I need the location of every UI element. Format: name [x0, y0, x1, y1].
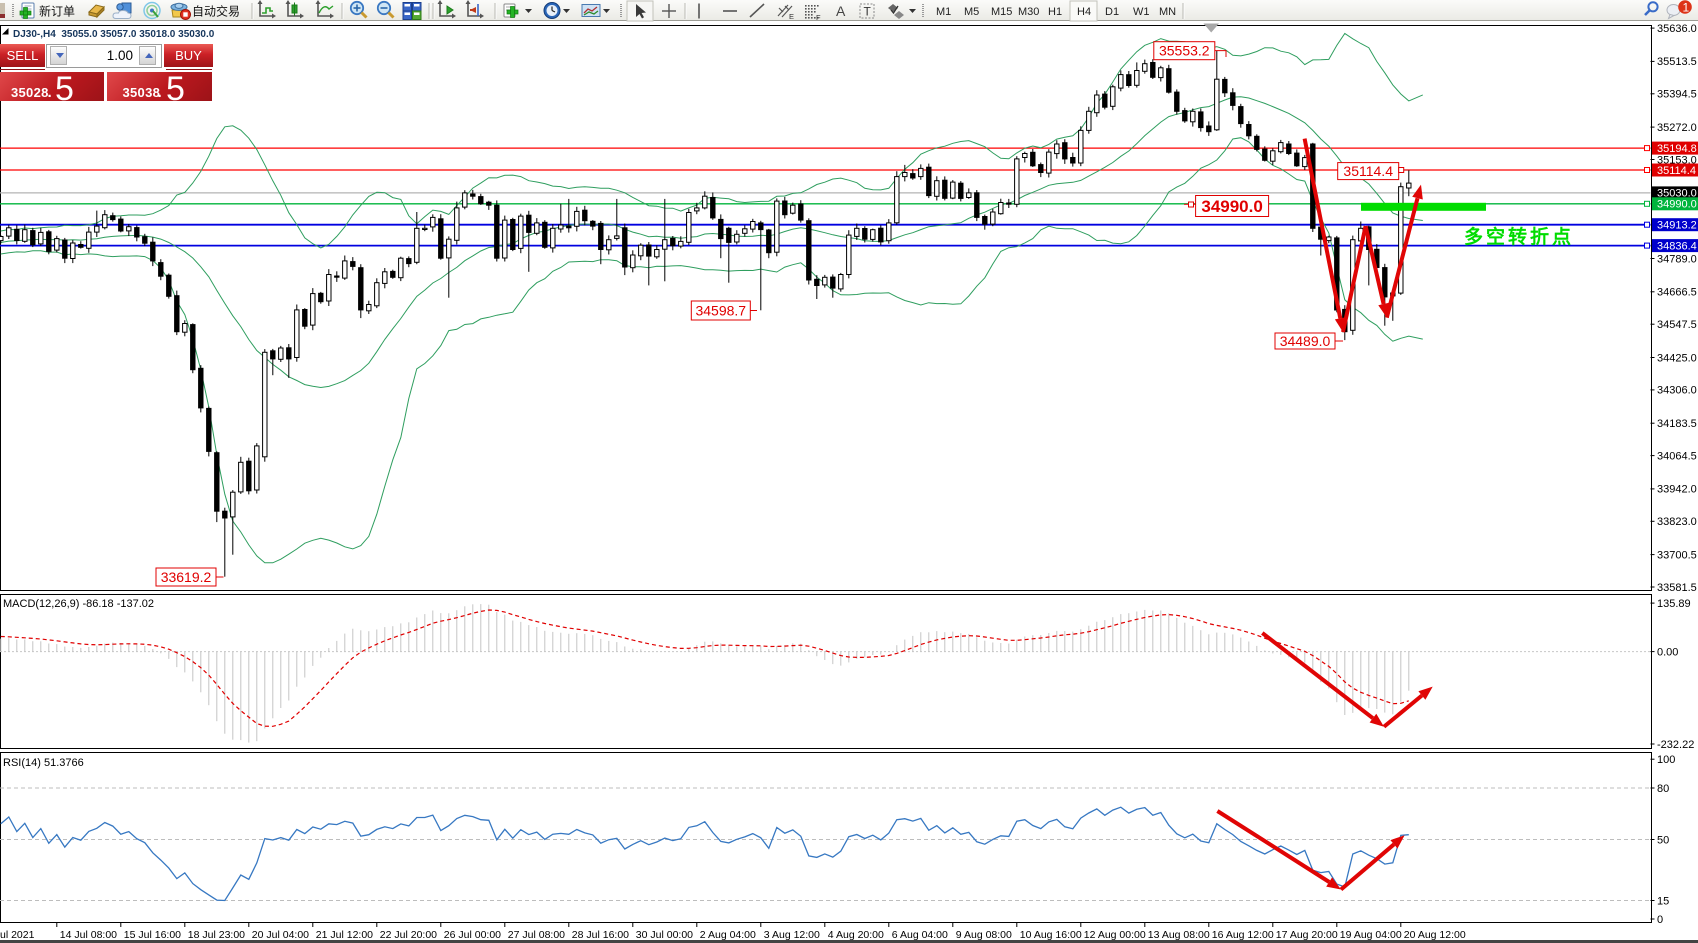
svg-text:RSI(14) 51.3766: RSI(14) 51.3766	[3, 757, 84, 769]
svg-text:12 Aug 00:00: 12 Aug 00:00	[1084, 929, 1146, 941]
svg-text:22 Jul 20:00: 22 Jul 20:00	[380, 929, 437, 941]
svg-text:W1: W1	[1133, 6, 1150, 18]
svg-text:135.89: 135.89	[1657, 598, 1691, 610]
svg-text:M30: M30	[1018, 6, 1039, 18]
svg-text:34990.0: 34990.0	[1657, 199, 1697, 211]
svg-text:1: 1	[1683, 1, 1690, 15]
svg-text:17 Aug 20:00: 17 Aug 20:00	[1276, 929, 1338, 941]
svg-text:6 Aug 04:00: 6 Aug 04:00	[892, 929, 948, 941]
svg-text:33581.5: 33581.5	[1657, 582, 1697, 594]
svg-text:E: E	[789, 12, 794, 21]
svg-text:H1: H1	[1048, 6, 1062, 18]
svg-text:M5: M5	[964, 6, 979, 18]
svg-text:34990.0: 34990.0	[1201, 197, 1262, 216]
svg-text:50: 50	[1657, 834, 1669, 846]
svg-text:35272.0: 35272.0	[1657, 122, 1697, 134]
svg-text:35513.5: 35513.5	[1657, 56, 1697, 68]
svg-text:新订单: 新订单	[39, 4, 75, 19]
svg-text:20 Aug 12:00: 20 Aug 12:00	[1404, 929, 1466, 941]
svg-text:H4: H4	[1077, 6, 1091, 18]
svg-text:10 Aug 16:00: 10 Aug 16:00	[1020, 929, 1082, 941]
svg-text:15 Jul 16:00: 15 Jul 16:00	[124, 929, 181, 941]
svg-text:2 Aug 04:00: 2 Aug 04:00	[700, 929, 756, 941]
svg-text:MN: MN	[1159, 6, 1176, 18]
svg-text:3 Jul 2021: 3 Jul 2021	[0, 929, 35, 941]
svg-text:34183.5: 34183.5	[1657, 418, 1697, 430]
svg-text:34425.0: 34425.0	[1657, 352, 1697, 364]
svg-text:D1: D1	[1105, 6, 1119, 18]
svg-text:-232.22: -232.22	[1657, 739, 1694, 751]
svg-text:M1: M1	[936, 6, 951, 18]
svg-text:16 Aug 12:00: 16 Aug 12:00	[1212, 929, 1274, 941]
svg-text:34836.4: 34836.4	[1657, 240, 1697, 252]
svg-text:14 Jul 08:00: 14 Jul 08:00	[60, 929, 117, 941]
svg-text:34489.0: 34489.0	[1280, 333, 1331, 349]
svg-text:F: F	[816, 13, 821, 22]
svg-text:M15: M15	[991, 6, 1012, 18]
svg-text:15: 15	[1657, 895, 1669, 907]
svg-text:21 Jul 12:00: 21 Jul 12:00	[316, 929, 373, 941]
svg-text:27 Jul 08:00: 27 Jul 08:00	[508, 929, 565, 941]
svg-text:MACD(12,26,9) -86.18 -137.02: MACD(12,26,9) -86.18 -137.02	[3, 598, 154, 610]
svg-text:35636.0: 35636.0	[1657, 23, 1697, 35]
svg-text:34547.5: 34547.5	[1657, 319, 1697, 331]
svg-text:26 Jul 00:00: 26 Jul 00:00	[444, 929, 501, 941]
svg-text:A: A	[836, 3, 846, 19]
svg-text:多空转折点: 多空转折点	[1464, 225, 1574, 248]
svg-text:T: T	[864, 5, 872, 19]
svg-text:35394.5: 35394.5	[1657, 89, 1697, 101]
svg-text:35553.2: 35553.2	[1159, 43, 1210, 59]
svg-text:34913.2: 34913.2	[1657, 220, 1697, 232]
svg-text:0: 0	[1657, 914, 1663, 926]
svg-text:35153.0: 35153.0	[1657, 154, 1697, 166]
svg-text:28 Jul 16:00: 28 Jul 16:00	[572, 929, 629, 941]
svg-text:0.00: 0.00	[1657, 646, 1678, 658]
svg-text:3 Aug 12:00: 3 Aug 12:00	[764, 929, 820, 941]
svg-text:33619.2: 33619.2	[161, 569, 212, 585]
svg-text:13 Aug 08:00: 13 Aug 08:00	[1148, 929, 1210, 941]
svg-text:34064.5: 34064.5	[1657, 450, 1697, 462]
svg-text:30 Jul 00:00: 30 Jul 00:00	[636, 929, 693, 941]
svg-text:34598.7: 34598.7	[695, 303, 746, 319]
svg-text:33700.5: 33700.5	[1657, 549, 1697, 561]
svg-text:18 Jul 23:00: 18 Jul 23:00	[188, 929, 245, 941]
svg-text:9 Aug 08:00: 9 Aug 08:00	[956, 929, 1012, 941]
svg-text:100: 100	[1657, 754, 1675, 766]
svg-text:35114.4: 35114.4	[1657, 165, 1696, 177]
svg-text:34789.0: 34789.0	[1657, 253, 1697, 265]
svg-text:35194.8: 35194.8	[1657, 143, 1697, 155]
svg-text:35114.4: 35114.4	[1343, 163, 1393, 179]
svg-text:34666.5: 34666.5	[1657, 287, 1697, 299]
svg-text:19 Aug 04:00: 19 Aug 04:00	[1340, 929, 1402, 941]
svg-text:自动交易: 自动交易	[192, 4, 240, 19]
svg-text:35030.0: 35030.0	[1657, 188, 1697, 200]
svg-text:20 Jul 04:00: 20 Jul 04:00	[252, 929, 309, 941]
svg-text:34306.0: 34306.0	[1657, 385, 1697, 397]
svg-text:80: 80	[1657, 783, 1669, 795]
svg-text:33823.0: 33823.0	[1657, 516, 1697, 528]
svg-text:33942.0: 33942.0	[1657, 484, 1697, 496]
svg-text:4 Aug 20:00: 4 Aug 20:00	[828, 929, 884, 941]
svg-text:DJ30-,H4 35055.0 35057.0 3501: DJ30-,H4 35055.0 35057.0 35018.0 35030.0	[13, 29, 215, 40]
